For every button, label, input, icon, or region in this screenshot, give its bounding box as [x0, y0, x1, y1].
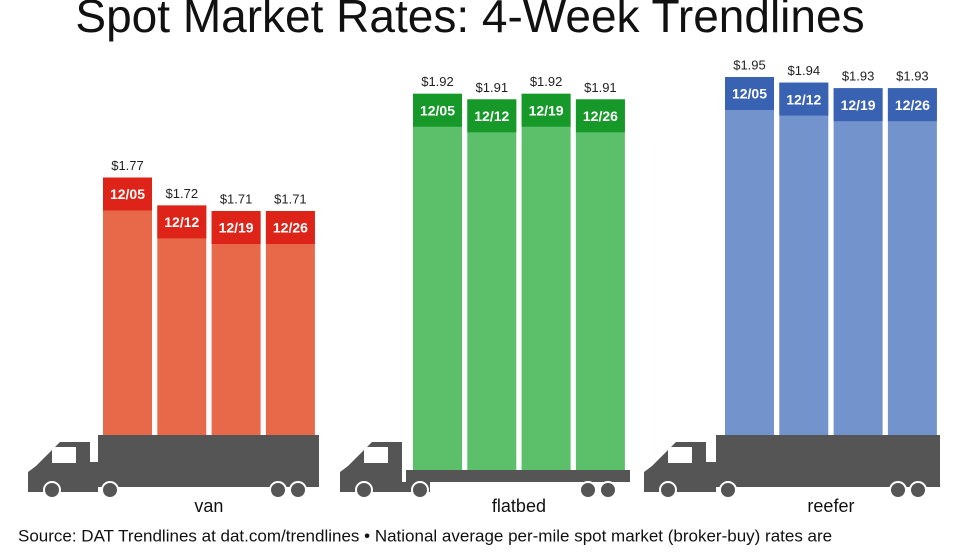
series-label: reefer	[807, 496, 854, 516]
value-label: $1.91	[584, 80, 617, 95]
bar-header	[887, 88, 937, 122]
bar	[575, 99, 625, 470]
bar	[725, 77, 774, 435]
truck-reefer	[644, 435, 940, 499]
bar-header	[265, 211, 315, 244]
value-label: $1.93	[896, 69, 929, 84]
bar	[779, 82, 829, 435]
bar	[521, 93, 571, 470]
value-label: $1.94	[788, 63, 821, 78]
bar	[265, 211, 315, 435]
bar	[103, 177, 152, 435]
series-label: van	[194, 496, 223, 516]
week-label: 12/12	[786, 91, 821, 107]
week-label: 12/12	[164, 214, 199, 230]
bar-header	[575, 99, 625, 133]
bar-header	[725, 77, 774, 110]
value-label: $1.92	[530, 74, 563, 89]
bar	[157, 205, 207, 435]
bar	[211, 211, 261, 435]
chart-title: Spot Market Rates: 4-Week Trendlines	[75, 0, 864, 42]
value-label: $1.95	[733, 57, 766, 72]
bar-header	[157, 205, 207, 239]
value-label: $1.71	[274, 191, 307, 206]
value-label: $1.92	[421, 74, 454, 89]
value-label: $1.72	[166, 186, 199, 201]
bar-header	[833, 88, 883, 122]
week-label: 12/05	[420, 102, 455, 118]
week-label: 12/26	[583, 108, 618, 124]
bar	[833, 88, 883, 436]
bar	[887, 88, 937, 436]
bar-header	[413, 93, 462, 127]
bar-header	[521, 93, 571, 127]
value-label: $1.91	[476, 80, 509, 95]
week-label: 12/12	[474, 108, 509, 124]
bar-header	[211, 211, 261, 244]
value-label: $1.93	[842, 69, 875, 84]
bar	[413, 93, 462, 470]
bar-header	[779, 82, 829, 116]
week-label: 12/26	[895, 97, 930, 113]
week-label: 12/19	[529, 102, 564, 118]
bar-header	[103, 177, 152, 211]
truck-van	[28, 435, 319, 499]
week-label: 12/19	[841, 97, 876, 113]
week-label: 12/26	[273, 220, 308, 236]
value-label: $1.71	[220, 191, 253, 206]
bar	[467, 99, 517, 470]
week-label: 12/05	[110, 186, 145, 202]
value-label: $1.77	[111, 158, 144, 173]
week-label: 12/19	[219, 220, 254, 236]
series-label: flatbed	[492, 496, 546, 516]
source-note: Source: DAT Trendlines at dat.com/trendl…	[18, 526, 832, 545]
week-label: 12/05	[732, 86, 767, 102]
truck-flatbed	[340, 442, 630, 499]
bar-header	[467, 99, 517, 133]
